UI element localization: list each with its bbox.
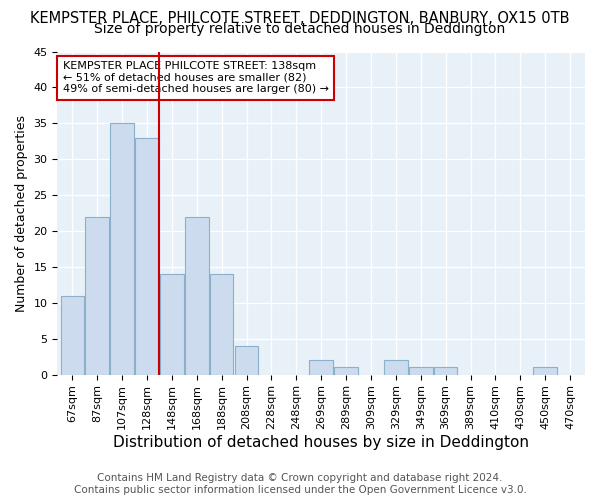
Bar	[210, 274, 233, 374]
Bar	[110, 124, 134, 374]
Bar	[235, 346, 259, 374]
Bar	[409, 368, 433, 374]
Bar	[61, 296, 84, 374]
X-axis label: Distribution of detached houses by size in Deddington: Distribution of detached houses by size …	[113, 435, 529, 450]
Text: KEMPSTER PLACE, PHILCOTE STREET, DEDDINGTON, BANBURY, OX15 0TB: KEMPSTER PLACE, PHILCOTE STREET, DEDDING…	[30, 11, 570, 26]
Bar	[85, 216, 109, 374]
Bar	[334, 368, 358, 374]
Bar	[160, 274, 184, 374]
Text: Contains HM Land Registry data © Crown copyright and database right 2024.
Contai: Contains HM Land Registry data © Crown c…	[74, 474, 526, 495]
Bar	[135, 138, 159, 374]
Text: KEMPSTER PLACE PHILCOTE STREET: 138sqm
← 51% of detached houses are smaller (82): KEMPSTER PLACE PHILCOTE STREET: 138sqm ←…	[62, 61, 329, 94]
Bar	[434, 368, 457, 374]
Bar	[384, 360, 407, 374]
Bar	[533, 368, 557, 374]
Text: Size of property relative to detached houses in Deddington: Size of property relative to detached ho…	[94, 22, 506, 36]
Bar	[310, 360, 333, 374]
Y-axis label: Number of detached properties: Number of detached properties	[15, 114, 28, 312]
Bar	[185, 216, 209, 374]
